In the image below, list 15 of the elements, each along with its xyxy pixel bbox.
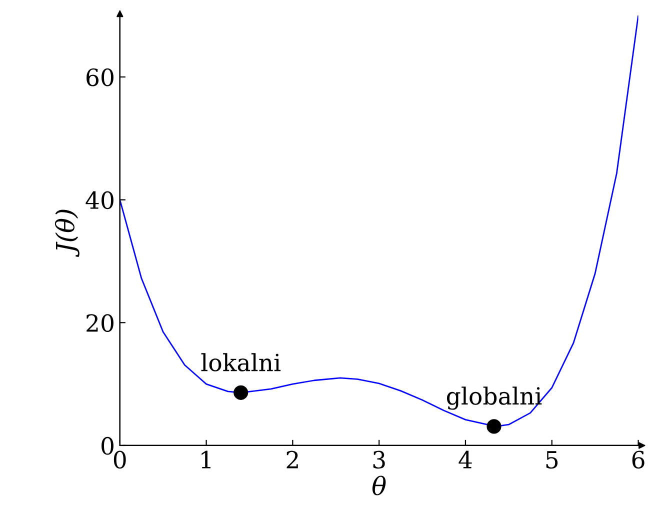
x-tick-label: 4 xyxy=(458,450,472,468)
annotation: lokalni xyxy=(201,353,281,372)
x-tick-label: 1 xyxy=(202,450,210,468)
x-tick-label: 3 xyxy=(373,450,385,469)
y-tick-label: 40 xyxy=(86,191,114,210)
x-axis-title: θ xyxy=(372,476,386,496)
x-tick-label: 2 xyxy=(286,450,298,468)
y-tick-label: 60 xyxy=(86,68,114,86)
y-axis-title: J(θ) xyxy=(54,210,80,257)
y-tick-label: 20 xyxy=(86,314,114,332)
y-tick-label: 0 xyxy=(102,436,114,455)
x-tick-label: 6 xyxy=(632,450,644,469)
x-tick-label: 5 xyxy=(546,451,558,469)
x-tick-label: 0 xyxy=(114,450,126,469)
annotation: globalni xyxy=(446,386,542,410)
